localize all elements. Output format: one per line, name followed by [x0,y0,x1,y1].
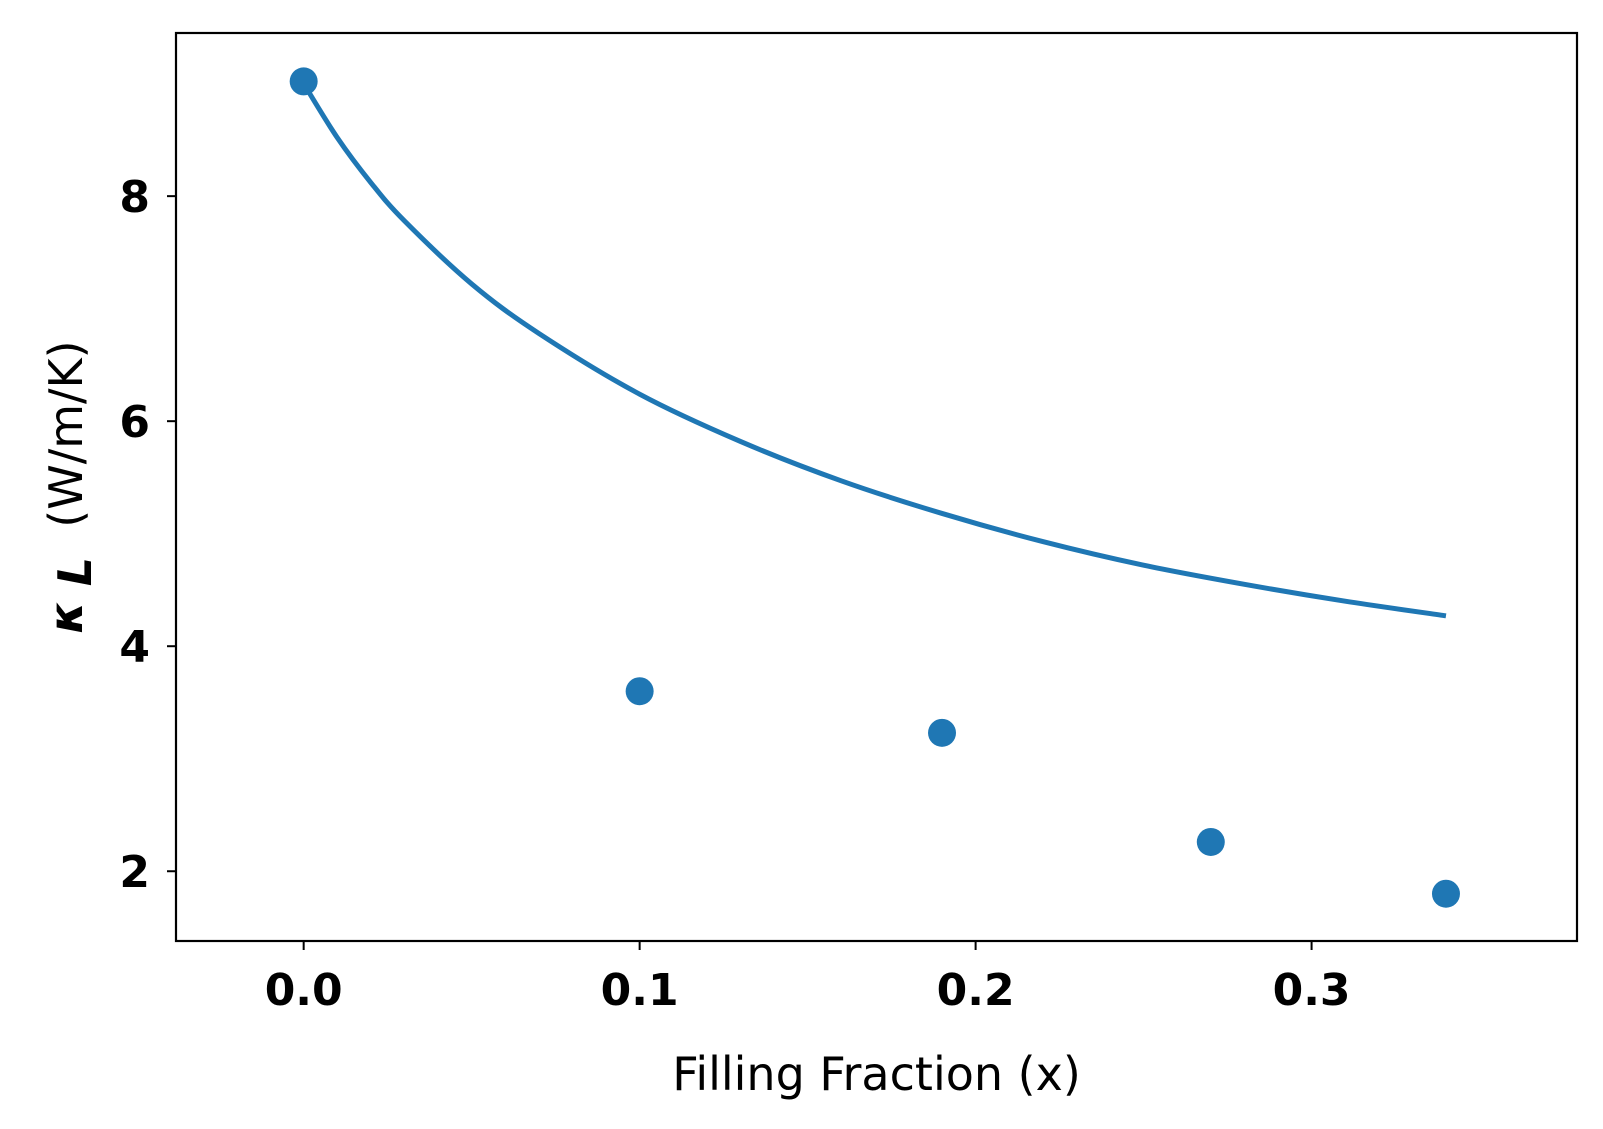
data-point [289,67,318,96]
data-point [1431,879,1460,908]
y-axis-label: κ L (W/m/K) [39,340,102,633]
x-tick-label: 0.3 [1273,965,1351,1016]
y-axis-label-subscript: L [48,557,102,586]
x-axis-label: Filling Fraction (x) [672,1047,1081,1101]
data-point [928,718,957,747]
series-curve [301,82,1447,619]
y-tick-label: 8 [119,172,150,223]
data-point [1196,827,1225,856]
y-tick-label: 6 [119,397,150,448]
data-point [625,677,654,706]
y-tick-label: 4 [119,622,150,673]
axis-ticks: 0.0 0.1 0.2 0.3 2 4 6 8 [119,172,1350,1016]
plot-frame [174,31,1579,943]
plot-area [289,67,1460,908]
y-axis-label-symbol: κ [39,601,93,634]
x-tick-label: 0.0 [265,965,343,1016]
y-tick-label: 2 [119,847,150,898]
x-tick-label: 0.2 [937,965,1015,1016]
x-tick-label: 0.1 [601,965,679,1016]
y-axis-label-units: (W/m/K) [39,340,93,542]
